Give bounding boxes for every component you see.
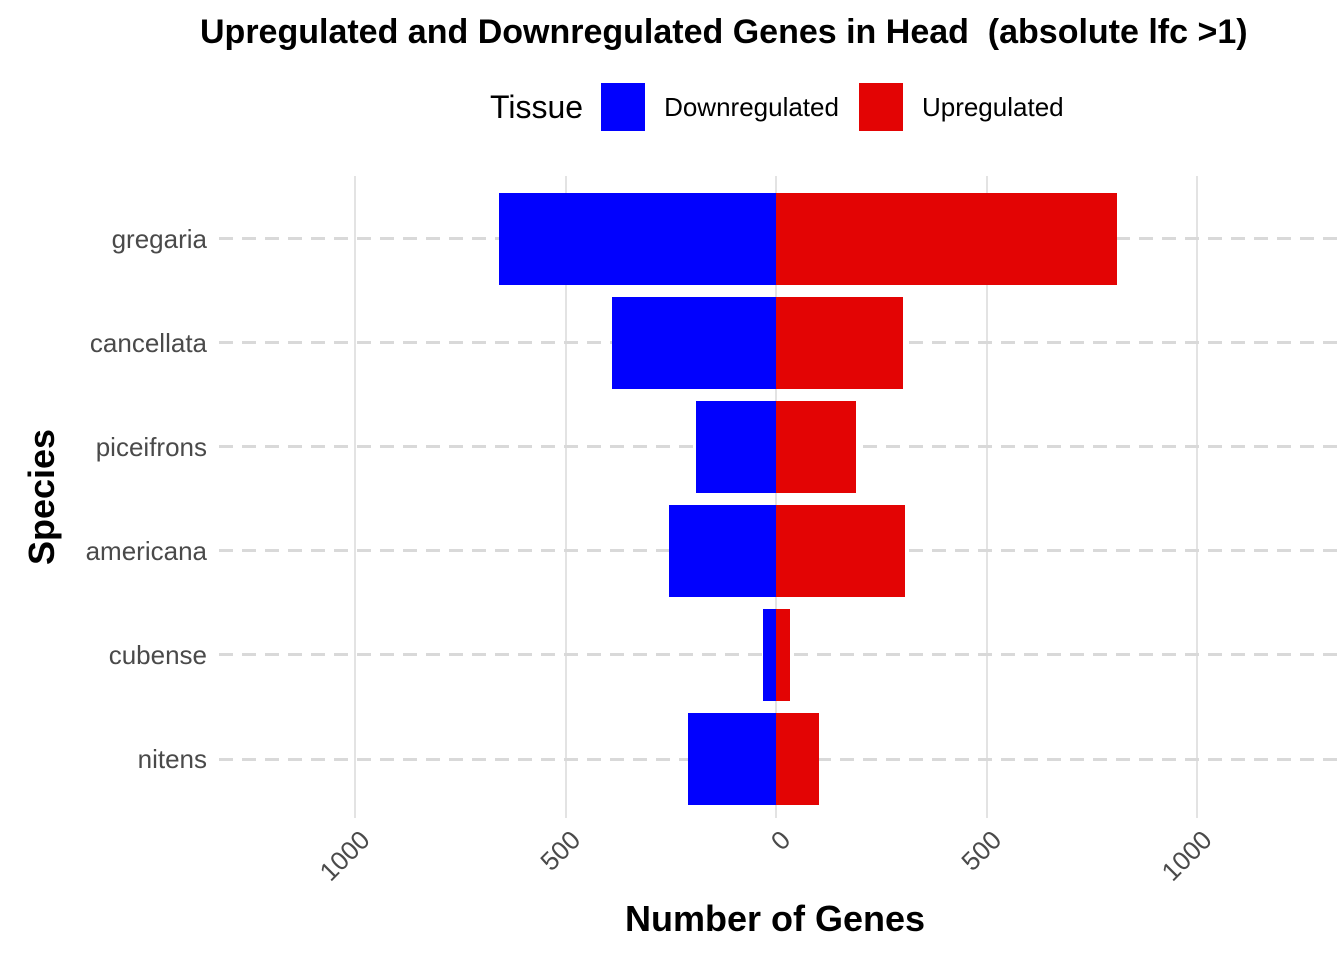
x-axis-tick-label--1000: 1000 xyxy=(313,824,376,887)
gridline-x--1000 xyxy=(354,176,357,818)
legend-label-upregulated: Upregulated xyxy=(921,91,1064,122)
bar-downregulated-piceifrons xyxy=(696,400,777,493)
y-axis-label-gregaria: gregaria xyxy=(111,223,207,254)
bar-downregulated-americana xyxy=(669,504,777,597)
x-axis-tick-label--500: 500 xyxy=(533,824,586,877)
bar-upregulated-americana xyxy=(776,504,905,597)
legend-title: Tissue xyxy=(490,88,584,125)
bar-upregulated-gregaria xyxy=(776,192,1118,285)
legend: Tissue Downregulated Upregulated xyxy=(490,82,1064,132)
bar-upregulated-nitens xyxy=(776,713,819,805)
legend-label-downregulated: Downregulated xyxy=(664,91,839,122)
x-axis-tick-label-0: 0 xyxy=(764,824,797,857)
bar-downregulated-cancellata xyxy=(612,296,777,389)
y-axis-label-cancellata: cancellata xyxy=(89,327,207,358)
y-axis-label-piceifrons: piceifrons xyxy=(95,431,207,462)
y-axis-label-nitens: nitens xyxy=(137,744,207,774)
y-axis-label-cubense: cubense xyxy=(108,639,207,670)
plot-panel xyxy=(219,176,1344,818)
legend-swatch-upregulated-icon xyxy=(858,83,903,131)
bar-upregulated-piceifrons xyxy=(776,400,857,493)
gridline-x-1000 xyxy=(1196,176,1199,818)
y-axis-label-americana: americana xyxy=(85,535,207,566)
x-axis-tick-label-500: 500 xyxy=(954,824,1007,877)
bar-downregulated-gregaria xyxy=(498,192,777,285)
gridline-x-0 xyxy=(775,176,778,818)
legend-item-upregulated: Upregulated xyxy=(858,83,1064,131)
x-axis-tick-label-1000: 1000 xyxy=(1155,824,1218,887)
legend-item-downregulated: Downregulated xyxy=(601,83,839,131)
x-axis-title: Number of Genes xyxy=(624,898,926,939)
chart-title: Upregulated and Downregulated Genes in H… xyxy=(200,13,1248,51)
legend-swatch-downregulated-icon xyxy=(601,83,646,131)
gridline-x--500 xyxy=(564,176,567,818)
bar-upregulated-cancellata xyxy=(776,296,903,389)
bar-upregulated-cubense xyxy=(776,608,790,701)
bar-downregulated-nitens xyxy=(688,713,777,805)
y-axis-title: Species xyxy=(21,428,62,566)
gridline-x-500 xyxy=(985,176,988,818)
y-axis-labels: gregaria cancellata piceifrons americana cub… xyxy=(0,176,207,818)
bar-downregulated-cubense xyxy=(762,608,777,701)
